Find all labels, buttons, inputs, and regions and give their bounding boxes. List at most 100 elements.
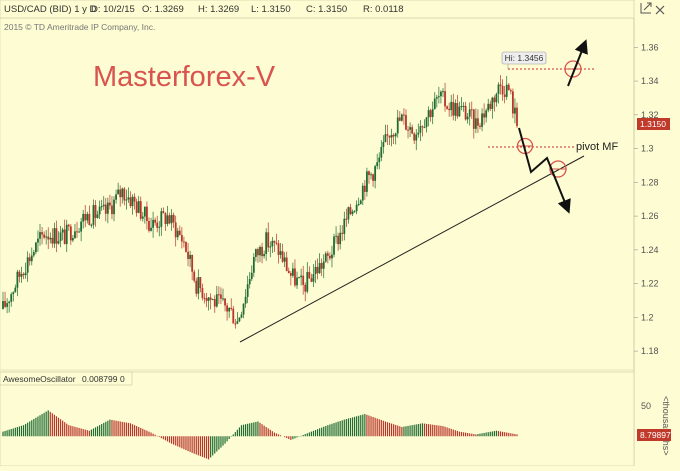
candle: [57, 231, 60, 245]
candle: [442, 88, 444, 98]
candle: [61, 227, 64, 241]
candle: [421, 125, 424, 137]
candle: [435, 94, 438, 108]
candle: [283, 252, 286, 268]
header-open: O: 1.3269: [142, 4, 184, 15]
candle: [304, 282, 307, 302]
candle: [115, 189, 117, 204]
candle: [353, 210, 356, 213]
candle: [333, 233, 335, 258]
candle: [296, 271, 298, 289]
candle: [491, 96, 494, 119]
candle: [343, 211, 346, 241]
candle: [211, 298, 214, 301]
candle: [92, 199, 95, 229]
candle: [409, 122, 411, 138]
candle: [474, 108, 477, 134]
oscillator-title: AwesomeOscillator: [3, 374, 76, 384]
candle: [374, 164, 377, 189]
candle: [224, 298, 226, 312]
header-low: L: 1.3150: [251, 4, 291, 15]
candle: [69, 224, 72, 245]
candle: [129, 191, 132, 208]
candle: [96, 210, 99, 219]
header-close: C: 1.3150: [306, 4, 347, 15]
y-tick-label: 1.36: [641, 42, 659, 52]
candle: [493, 95, 496, 112]
candle: [187, 242, 189, 267]
candle: [368, 170, 370, 184]
candle: [507, 82, 510, 91]
candle: [203, 293, 206, 304]
candle: [390, 128, 393, 147]
y-tick-label: 1.3: [641, 144, 654, 154]
candle: [170, 209, 173, 231]
candle: [248, 272, 251, 289]
candle: [314, 260, 317, 284]
candle: [289, 271, 292, 286]
candle: [150, 217, 152, 232]
candle: [450, 94, 453, 117]
candle: [236, 312, 239, 325]
candle: [185, 241, 187, 253]
candle: [78, 227, 80, 233]
candle: [250, 265, 253, 282]
candle: [26, 251, 29, 282]
y-tick-label: 1.22: [641, 279, 659, 289]
candle: [14, 284, 17, 293]
candle: [487, 98, 490, 113]
candle: [49, 232, 52, 244]
candle: [59, 225, 62, 248]
candle: [349, 203, 352, 216]
candle: [265, 228, 268, 261]
candle: [331, 245, 333, 268]
candle: [111, 196, 113, 220]
candle: [267, 222, 270, 253]
candle: [483, 103, 486, 125]
candle: [80, 217, 83, 242]
candle: [275, 233, 278, 246]
candle: [312, 264, 315, 287]
candle: [178, 225, 181, 236]
close-icon[interactable]: [655, 5, 665, 15]
candle: [201, 283, 204, 301]
candle: [386, 124, 389, 146]
candle: [254, 248, 257, 262]
candle: [501, 79, 504, 101]
hi-label: Hi: 1.3456: [505, 53, 544, 63]
candle: [329, 252, 331, 261]
candle: [63, 219, 66, 245]
candle: [458, 101, 461, 117]
expand-icon[interactable]: [640, 2, 652, 14]
candle: [125, 189, 128, 210]
osc-current-label: 8.79897: [640, 430, 671, 440]
candle: [281, 243, 284, 263]
candle: [277, 240, 280, 264]
candle: [259, 245, 261, 263]
candle: [4, 291, 6, 309]
last-price-label: 1.3150: [640, 119, 666, 129]
copyright-text: 2015 © TD Ameritrade IP Company, Inc.: [4, 22, 155, 32]
header-symbol: USD/CAD (BID) 1 y D: [4, 4, 97, 15]
candle: [232, 305, 235, 324]
candle: [193, 269, 196, 283]
candle: [205, 292, 208, 308]
candle: [454, 99, 457, 121]
candle: [355, 200, 358, 215]
candle: [419, 120, 422, 141]
candle: [234, 318, 237, 329]
candle: [363, 180, 366, 200]
candle: [257, 247, 259, 263]
candle: [12, 291, 15, 302]
candle: [339, 225, 342, 250]
candle: [121, 187, 124, 204]
y-tick-label: 1.26: [641, 211, 659, 221]
candle: [468, 102, 471, 126]
candle: [291, 262, 294, 278]
candle: [320, 258, 323, 276]
candle: [505, 75, 508, 100]
candle: [131, 194, 134, 215]
candle: [298, 276, 300, 279]
